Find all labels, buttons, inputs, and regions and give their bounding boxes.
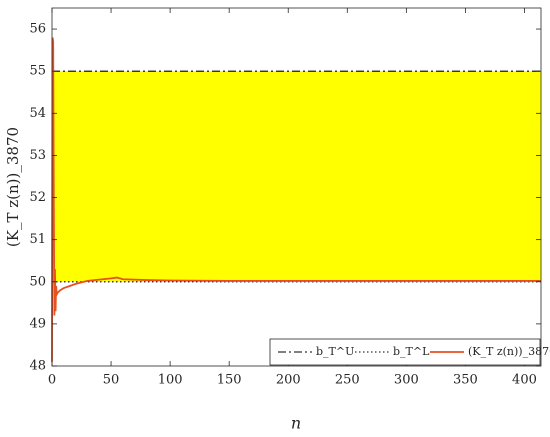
x-tick-label: 200 bbox=[276, 373, 301, 388]
x-tick-label: 300 bbox=[394, 373, 419, 388]
legend-label: (K_T z(n))_3870 bbox=[468, 345, 550, 358]
x-tick-label: 150 bbox=[217, 373, 242, 388]
y-tick-label: 51 bbox=[29, 232, 46, 247]
y-tick-label: 56 bbox=[29, 22, 46, 37]
y-tick-label: 54 bbox=[29, 106, 46, 121]
series-line bbox=[51, 37, 541, 362]
plot-frame bbox=[51, 7, 542, 367]
x-axis-label: n bbox=[291, 414, 301, 433]
y-tick-label: 55 bbox=[29, 64, 46, 79]
y-tick-label: 48 bbox=[29, 359, 46, 374]
x-tick-label: 350 bbox=[453, 373, 478, 388]
x-tick-label: 0 bbox=[48, 373, 56, 388]
x-tick-label: 400 bbox=[512, 373, 537, 388]
bound-fill bbox=[52, 71, 541, 282]
y-axis-label: (K_T z(n))_3870 bbox=[4, 127, 22, 247]
x-tick-label: 50 bbox=[103, 373, 120, 388]
x-tick-label: 100 bbox=[158, 373, 183, 388]
legend-label: b_T^U bbox=[316, 345, 354, 358]
y-tick-label: 49 bbox=[29, 316, 46, 331]
y-tick-label: 50 bbox=[29, 274, 46, 289]
y-tick-label: 52 bbox=[29, 190, 46, 205]
y-tick-label: 53 bbox=[29, 148, 46, 163]
x-tick-label: 250 bbox=[335, 373, 360, 388]
legend-label: b_T^L bbox=[393, 345, 430, 358]
legend-box bbox=[269, 338, 541, 366]
